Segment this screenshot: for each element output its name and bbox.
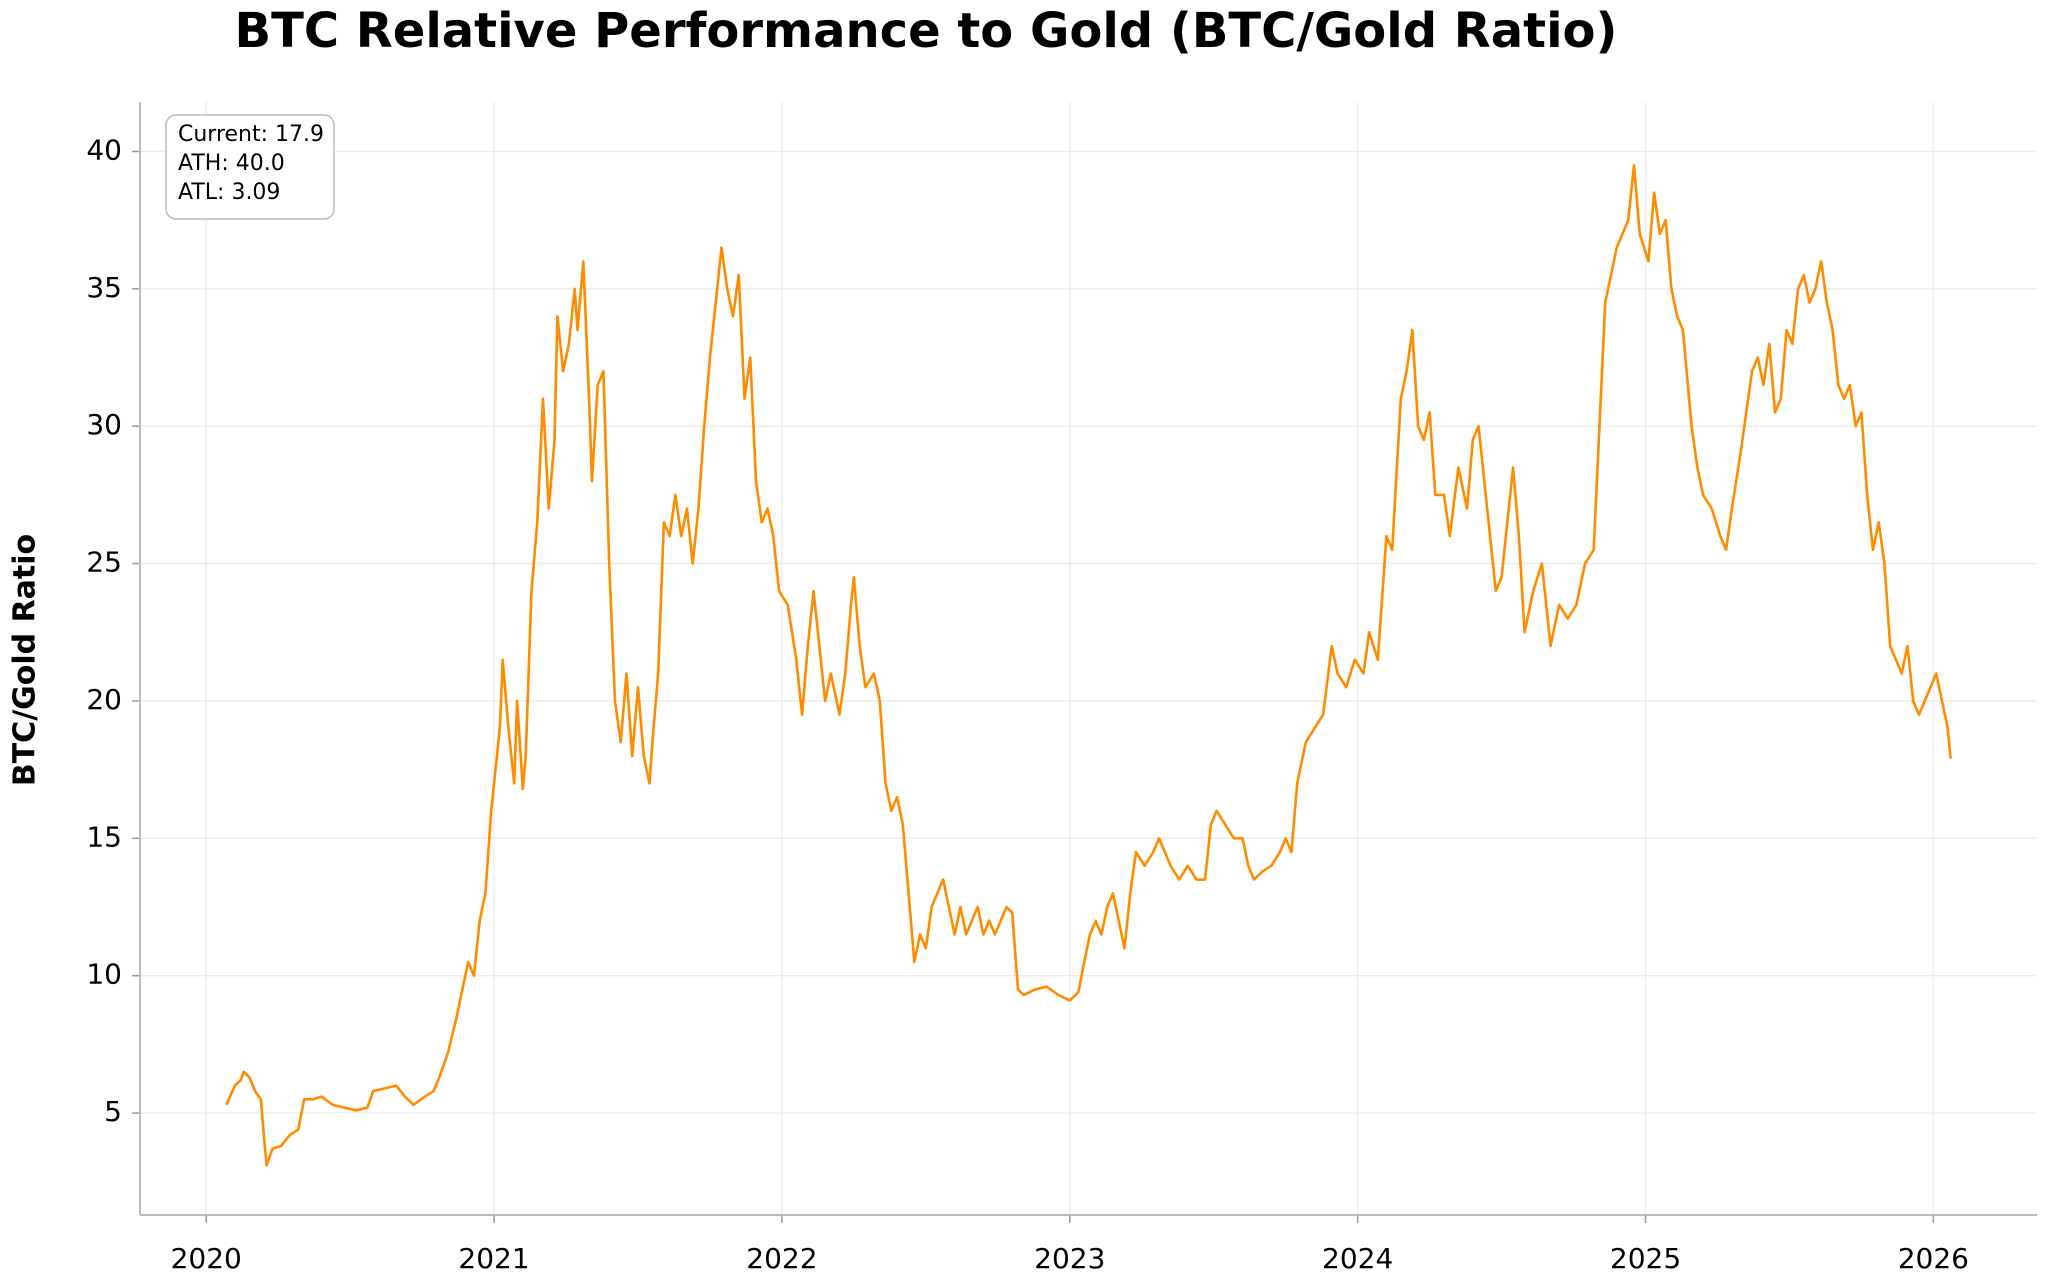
y-tick-label: 40 [86,133,122,166]
y-tick-label: 35 [86,271,122,304]
y-tick-label: 20 [86,683,122,716]
y-tick-label: 10 [86,958,122,991]
x-tick-label: 2021 [458,1242,529,1275]
y-tick-label: 25 [86,546,122,579]
y-tick-label: 30 [86,408,122,441]
annotation-text: ATL: 3.09 [178,180,280,205]
x-tick-label: 2020 [171,1242,242,1275]
y-tick-label: 5 [104,1095,122,1128]
y-tick-label: 15 [86,820,122,853]
annotation-box [165,114,335,220]
data-line [225,163,1952,1167]
annotation-text: ATH: 40.0 [178,151,285,176]
x-tick-label: 2024 [1322,1242,1393,1275]
chart-title: BTC Relative Performance to Gold (BTC/Go… [235,3,1618,59]
x-tick-label: 2026 [1898,1242,1969,1275]
x-tick-label: 2025 [1610,1242,1681,1275]
x-tick-label: 2022 [746,1242,817,1275]
annotation-text: Current: 17.9 [178,122,324,147]
x-tick-label: 2023 [1034,1242,1105,1275]
y-axis-label: BTC/Gold Ratio [8,534,43,786]
